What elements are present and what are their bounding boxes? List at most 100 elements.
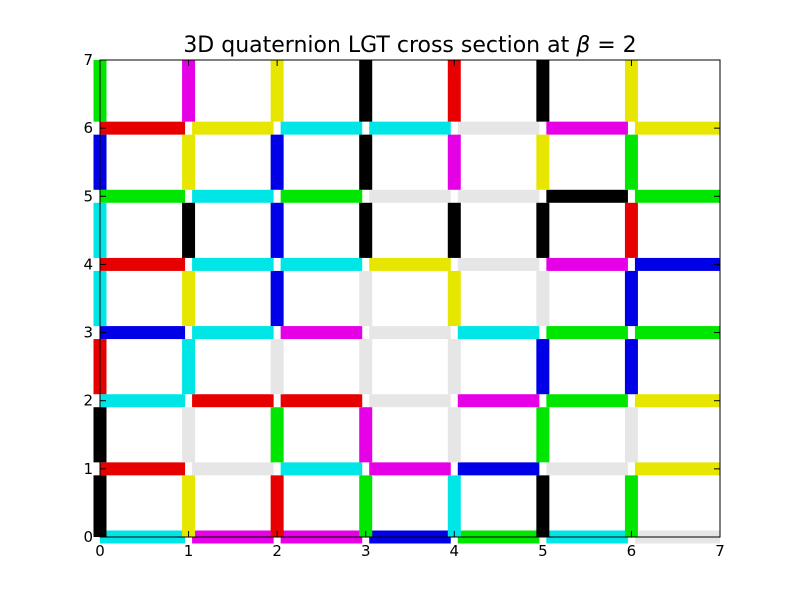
v-link — [447, 339, 461, 395]
y-tick-label: 1 — [83, 460, 93, 478]
x-tick-label: 2 — [272, 542, 282, 560]
h-link — [457, 121, 540, 135]
v-link — [536, 270, 550, 327]
h-link — [280, 462, 363, 476]
v-link — [359, 270, 373, 327]
axis-tick-labels: 0 1 2 3 4 5 6 7 0 1 2 3 4 5 6 7 — [83, 51, 724, 560]
plot-frame — [99, 59, 721, 538]
h-link — [192, 462, 274, 476]
v-link — [270, 202, 284, 258]
v-link — [359, 202, 373, 258]
v-link — [270, 407, 284, 463]
y-tick-label: 6 — [83, 119, 93, 137]
v-link — [536, 475, 550, 537]
h-link — [280, 257, 363, 271]
h-link — [634, 121, 720, 135]
h-link — [369, 326, 451, 340]
v-link — [447, 407, 461, 463]
h-link — [280, 394, 363, 408]
h-link — [369, 394, 451, 408]
title-prefix: 3D quaternion LGT cross section at — [183, 33, 576, 58]
v-link — [624, 134, 638, 190]
x-tick-label: 6 — [627, 542, 637, 560]
v-link — [182, 475, 196, 537]
v-link — [270, 270, 284, 327]
h-link — [100, 189, 186, 203]
h-link — [100, 121, 186, 135]
v-link — [536, 202, 550, 258]
v-link — [536, 339, 550, 395]
h-link — [100, 257, 186, 271]
h-link — [634, 394, 720, 408]
v-link — [447, 270, 461, 327]
h-link — [546, 121, 628, 135]
v-link — [447, 475, 461, 537]
v-link — [447, 60, 461, 122]
h-link — [369, 121, 451, 135]
h-link — [546, 257, 628, 271]
h-link — [192, 189, 274, 203]
v-link — [359, 475, 373, 537]
h-link — [457, 189, 540, 203]
v-link — [182, 407, 196, 463]
x-tick-label: 0 — [95, 542, 105, 560]
v-link — [270, 339, 284, 395]
y-tick-label: 5 — [83, 187, 93, 205]
v-link — [359, 339, 373, 395]
lattice-links — [93, 60, 720, 544]
h-link — [457, 326, 540, 340]
v-link — [359, 407, 373, 463]
x-tick-label: 1 — [184, 542, 194, 560]
v-link — [182, 270, 196, 327]
h-link — [546, 394, 628, 408]
title-beta: β — [575, 33, 590, 58]
h-link — [634, 257, 720, 271]
h-link — [546, 189, 628, 203]
y-tick-label: 7 — [83, 51, 93, 69]
title-eq: = 2 — [590, 33, 636, 58]
v-link — [624, 339, 638, 395]
v-link — [359, 60, 373, 122]
h-link — [100, 326, 186, 340]
h-link — [634, 326, 720, 340]
y-tick-label: 0 — [83, 528, 93, 546]
h-link — [280, 189, 363, 203]
h-link — [192, 121, 274, 135]
chart-title: 3D quaternion LGT cross section at β = 2 — [183, 33, 636, 58]
v-link — [624, 202, 638, 258]
v-link — [447, 202, 461, 258]
v-link — [624, 270, 638, 327]
v-link — [624, 407, 638, 463]
y-tick-label: 2 — [83, 392, 93, 410]
v-link — [182, 60, 196, 122]
h-link — [457, 257, 540, 271]
v-link — [447, 134, 461, 190]
v-link — [536, 134, 550, 190]
h-link — [192, 394, 274, 408]
x-tick-label: 3 — [361, 542, 371, 560]
h-link — [457, 394, 540, 408]
h-link — [457, 462, 540, 476]
v-link — [624, 60, 638, 122]
x-tick-label: 4 — [450, 542, 460, 560]
v-link — [359, 134, 373, 190]
v-link — [270, 475, 284, 537]
y-tick-label: 4 — [83, 255, 93, 273]
x-tick-label: 7 — [715, 542, 725, 560]
h-link — [634, 189, 720, 203]
v-link — [624, 475, 638, 537]
h-link — [369, 189, 451, 203]
v-link — [182, 202, 196, 258]
v-link — [270, 60, 284, 122]
y-tick-label: 3 — [83, 324, 93, 342]
h-link — [192, 257, 274, 271]
h-link — [369, 462, 451, 476]
v-link — [182, 134, 196, 190]
h-link — [634, 462, 720, 476]
h-link — [546, 326, 628, 340]
h-link — [546, 462, 628, 476]
v-link — [536, 60, 550, 122]
h-link — [280, 326, 363, 340]
h-link — [100, 462, 186, 476]
